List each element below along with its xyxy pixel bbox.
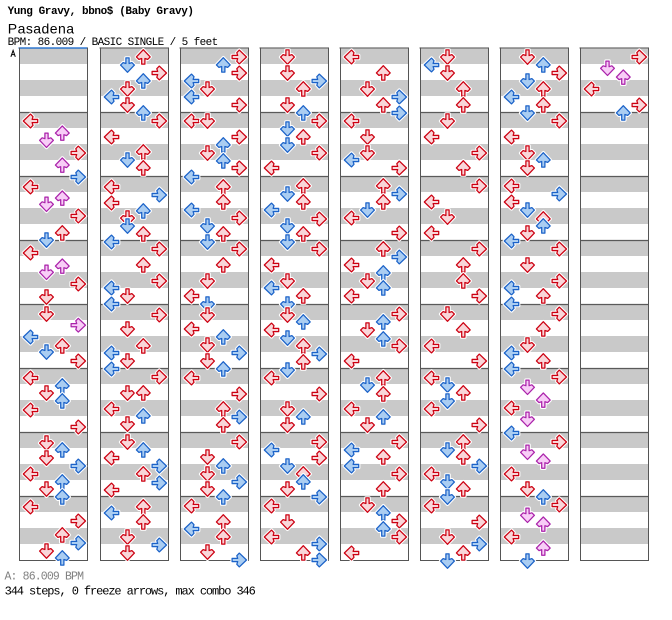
svg-text:Pasadena: Pasadena — [8, 21, 75, 37]
svg-text:BPM: 86.009 / BASIC SINGLE / 5: BPM: 86.009 / BASIC SINGLE / 5 feet — [8, 37, 218, 49]
svg-text:344 steps, 0 freeze arrows, ma: 344 steps, 0 freeze arrows, max combo 34… — [5, 584, 256, 598]
svg-text:A: 86.009 BPM: A: 86.009 BPM — [5, 570, 85, 583]
svg-text:Yung Gravy, bbno$ (Baby Gravy): Yung Gravy, bbno$ (Baby Gravy) — [8, 6, 194, 18]
